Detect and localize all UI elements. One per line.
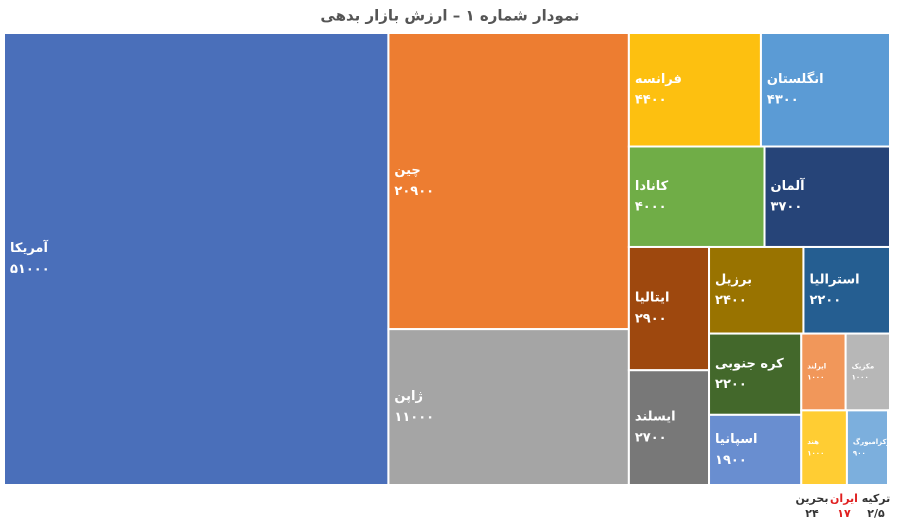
tile-label: آلمان bbox=[771, 177, 806, 194]
tile-label: ایتالیا bbox=[635, 291, 670, 306]
outside-value: ۱۷ bbox=[837, 507, 851, 520]
tile-value: ۲۷۰۰ bbox=[635, 431, 667, 446]
tile bbox=[845, 409, 890, 486]
tile-value: ۳۷۰۰ bbox=[771, 200, 803, 215]
tile bbox=[627, 245, 711, 372]
tile bbox=[763, 145, 891, 248]
tile-value: ۱۹۰۰ bbox=[715, 453, 747, 468]
tile-label: انگلستان bbox=[767, 71, 824, 87]
tile bbox=[627, 32, 762, 148]
tile-label: لوکزامبورگ bbox=[853, 437, 894, 446]
tile-label: فرانسه bbox=[635, 72, 682, 87]
tile bbox=[627, 369, 711, 486]
tile-value: ۲۲۰۰ bbox=[809, 293, 841, 308]
tile-label: ژاپن bbox=[394, 389, 423, 404]
tile-label: کره جنوبی bbox=[715, 356, 784, 371]
tile bbox=[627, 145, 766, 248]
tile-label: اسپانیا bbox=[715, 432, 758, 447]
chart-title: نمودار شماره ۱ – ارزش بازار بدهی bbox=[320, 7, 579, 25]
tile bbox=[708, 413, 803, 486]
tile bbox=[802, 245, 892, 335]
outside-label: ایران bbox=[830, 492, 858, 505]
tile bbox=[708, 332, 803, 416]
outside-value: ۲/۵ bbox=[867, 507, 885, 520]
tile bbox=[800, 409, 848, 486]
tile-label: چین bbox=[394, 163, 420, 178]
tile-value: ۲۴۰۰ bbox=[715, 293, 747, 308]
tile-value: ۱۱۰۰۰ bbox=[394, 410, 434, 425]
tile bbox=[844, 332, 891, 412]
tile-value: ۴۴۰۰ bbox=[635, 93, 667, 108]
tile-label: مکزیک bbox=[852, 362, 875, 370]
tile bbox=[759, 32, 892, 148]
tile-value: ۱۰۰۰ bbox=[807, 449, 824, 457]
tile-value: ۲۲۰۰ bbox=[715, 377, 747, 392]
tile-label: کانادا bbox=[635, 179, 669, 194]
tile bbox=[800, 332, 847, 412]
outside-label: بحرین bbox=[796, 492, 829, 505]
tile-value: ۲۹۰۰ bbox=[635, 312, 667, 327]
outside-value: ۲۴ bbox=[805, 507, 819, 520]
tile-label: برزیل bbox=[715, 272, 752, 287]
tile-value: ۲۰۹۰۰ bbox=[394, 184, 434, 199]
tile-value: ۴۳۰۰ bbox=[767, 93, 799, 108]
tile-label: آمریکا bbox=[10, 239, 48, 256]
tile-value: ۱۰۰۰ bbox=[852, 374, 869, 382]
tile bbox=[708, 245, 805, 335]
tile bbox=[387, 32, 630, 331]
tile bbox=[387, 328, 630, 487]
tile-label: ایرلند bbox=[807, 362, 826, 370]
tile-label: هند bbox=[807, 438, 819, 446]
tile-value: ۱۰۰۰ bbox=[807, 374, 824, 382]
tile-value: ۵۱۰۰۰ bbox=[10, 262, 50, 277]
tile-value: ۹۰۰ bbox=[853, 449, 866, 457]
tile bbox=[3, 32, 390, 486]
tile-value: ۴۰۰۰ bbox=[635, 200, 667, 215]
outside-label: ترکیه bbox=[862, 492, 891, 505]
tile-label: ایسلند bbox=[635, 410, 676, 425]
tile-label: استرالیا bbox=[809, 272, 859, 287]
